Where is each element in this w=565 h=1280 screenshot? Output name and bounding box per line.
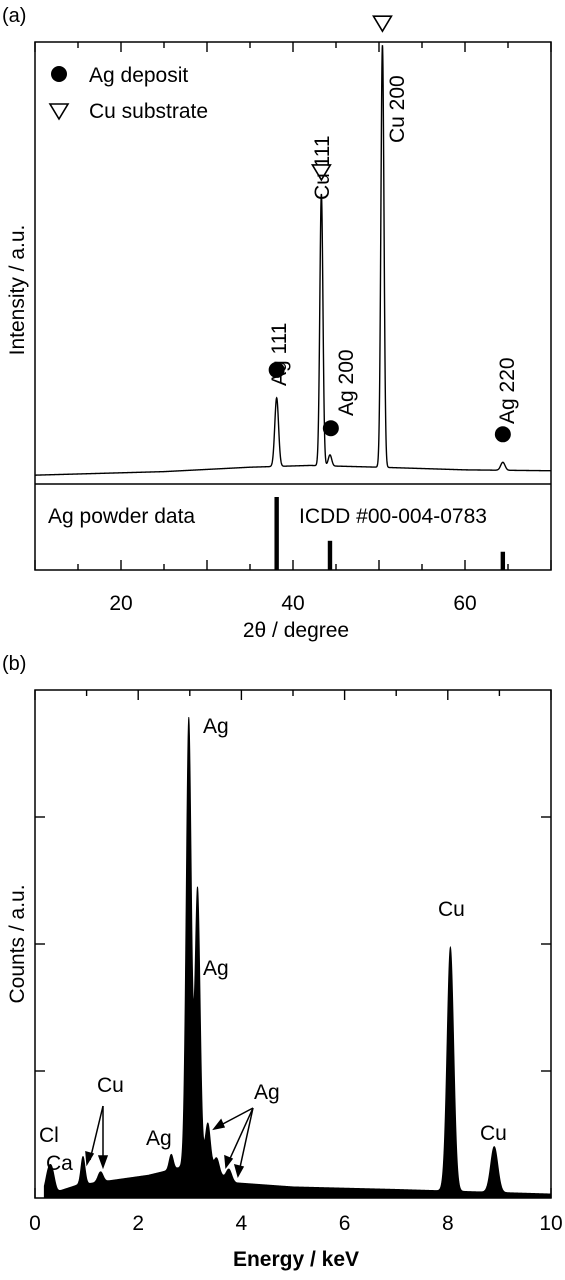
reference-bar: [327, 540, 333, 570]
annotation-ca: Ca: [46, 1152, 73, 1175]
legend-cu-substrate-marker: [48, 103, 70, 121]
annotation-cu-left: Cu: [97, 1074, 124, 1097]
panel-a-x-tick-label: 20: [109, 592, 132, 615]
annotation-cl: Cl: [39, 1124, 59, 1147]
legend-cu-substrate-label: Cu substrate: [89, 100, 208, 123]
panel-a-peak-markers: [268, 15, 511, 443]
legend-ag-deposit-label: Ag deposit: [89, 64, 188, 87]
panel-b-x-tick-label: 10: [539, 1212, 562, 1235]
panel-a-ticks: [34, 42, 552, 570]
annotation-ag-220: Ag 220: [496, 357, 519, 424]
panel-b-frame: [34, 689, 552, 1199]
panel-b-label: (b): [2, 653, 26, 675]
annotation-cu-main: Cu: [438, 898, 465, 921]
panel-a-reference-bars: [274, 497, 506, 570]
peak-marker-ag: [494, 426, 511, 443]
panel-b-x-tick-label: 8: [442, 1212, 454, 1235]
panel-b-y-axis-title: Counts / a.u.: [6, 884, 29, 1003]
panel-b-x-tick-label: 6: [339, 1212, 351, 1235]
reference-bar: [500, 551, 506, 570]
panel-a-x-axis-title: 2θ / degree: [243, 619, 349, 642]
panel-a-x-tick-label: 40: [281, 592, 304, 615]
panel-b-x-tick-label: 0: [29, 1212, 41, 1235]
peak-marker-cu: [372, 15, 393, 33]
panel-b-ticks: [34, 690, 552, 1198]
peak-marker-cu: [310, 164, 332, 182]
legend: Ag deposit Cu substrate: [48, 64, 208, 123]
panel-a: (a) 20 40 60 Ag deposit Cu substrate Ag 11…: [2, 5, 552, 642]
panel-b-x-tick-label: 2: [132, 1212, 144, 1235]
reference-bar: [274, 497, 279, 570]
panel-a-x-tick-label: 60: [453, 592, 476, 615]
peak-marker-ag: [322, 420, 339, 437]
panel-a-tick-labels: 20 40 60: [109, 592, 476, 615]
annotation-ag-right: Ag: [254, 1081, 280, 1104]
panel-a-label: (a): [2, 5, 26, 27]
panel-b-tick-labels: 0 2 4 6 8 10: [29, 1212, 563, 1235]
annotation-ag-second: Ag: [203, 957, 229, 980]
annotation-arrows: [85, 1105, 254, 1178]
panel-b: (b) 0 2 4 6 8 10 Ag Ag Ag Ag Cu Cu Cu Cl Ca E…: [2, 653, 563, 1271]
annotation-cu-right: Cu: [480, 1122, 507, 1145]
annotation-cu-111: Cu 111: [311, 135, 334, 200]
annotation-cu-200: Cu 200: [386, 75, 409, 143]
reference-label: Ag powder data: [48, 505, 195, 528]
annotation-ag-111: Ag 111: [268, 323, 291, 386]
panel-b-x-axis-title: Energy / keV: [233, 1248, 359, 1271]
panel-b-spectrum-area: [43, 717, 552, 1199]
panel-a-pattern-line: [35, 45, 551, 476]
panel-b-x-tick-label: 4: [236, 1212, 248, 1235]
annotation-ag-left: Ag: [146, 1127, 172, 1150]
reference-source: ICDD #00-004-0783: [299, 505, 487, 528]
panel-a-y-axis-title: Intensity / a.u.: [6, 225, 29, 356]
annotation-ag-main: Ag: [203, 715, 229, 738]
annotation-ag-200: Ag 200: [335, 349, 358, 416]
peak-marker-ag: [268, 361, 285, 378]
legend-ag-deposit-marker: [51, 66, 67, 82]
